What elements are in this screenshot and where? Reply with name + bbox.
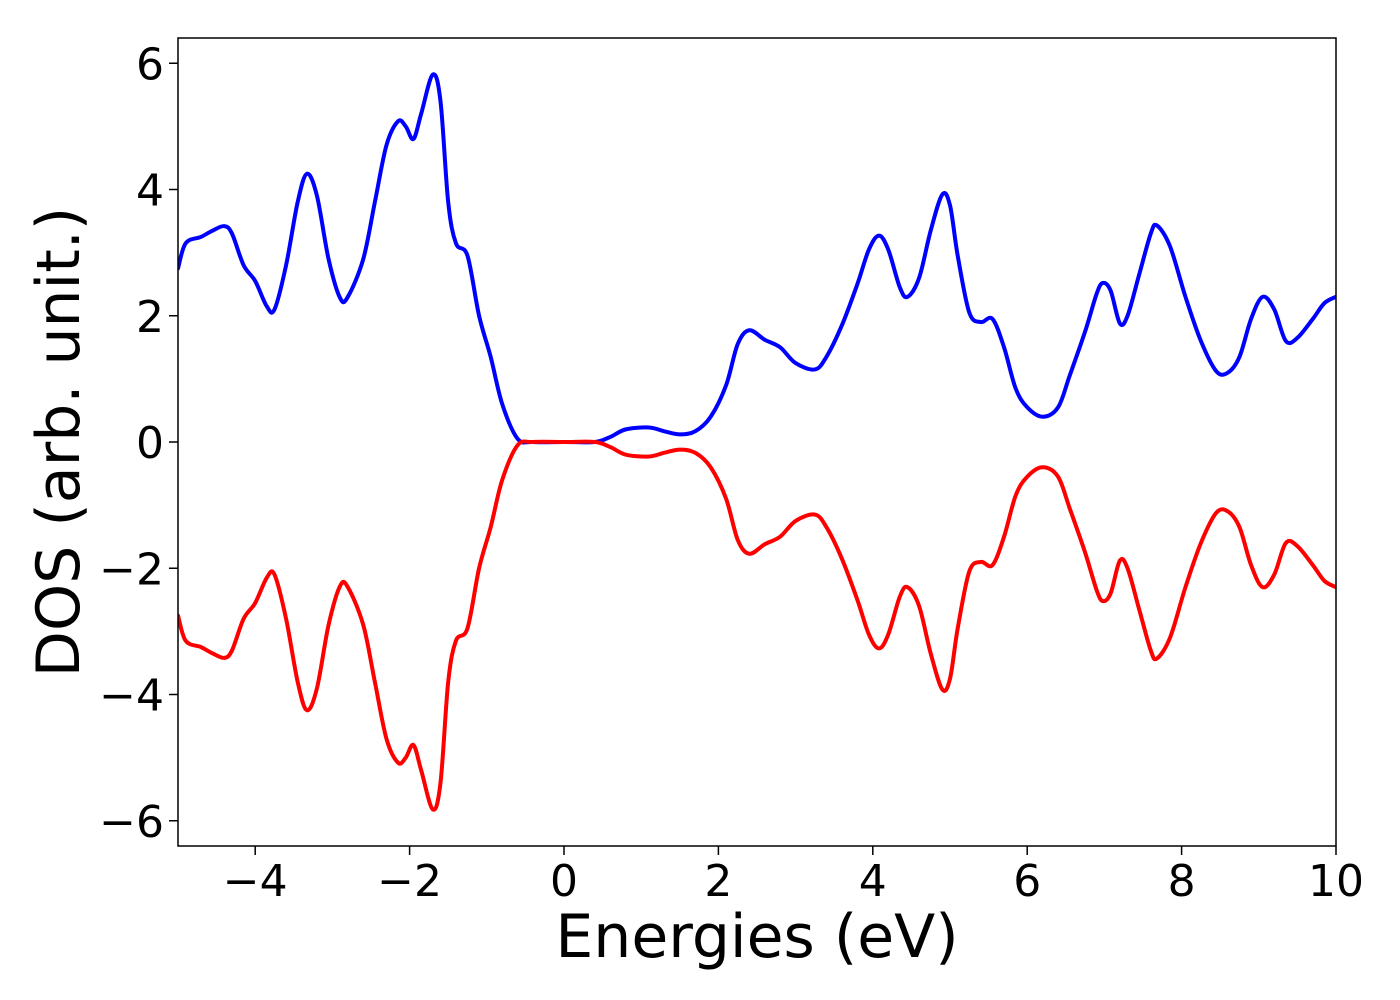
y-axis-ticks: −6 −4 −2 0 2 4 6	[99, 39, 178, 848]
y-tick-label: −2	[99, 544, 164, 595]
y-tick-label: 4	[136, 166, 164, 217]
x-tick-label: 10	[1308, 856, 1364, 907]
x-tick-label: 0	[550, 856, 578, 907]
x-tick-label: 2	[704, 856, 732, 907]
x-tick-label: 6	[1013, 856, 1041, 907]
y-tick-label: −6	[99, 797, 164, 848]
y-tick-label: −4	[99, 671, 164, 722]
x-tick-label: 8	[1168, 856, 1196, 907]
y-tick-label: 2	[136, 292, 164, 343]
series-line-0	[178, 72, 1336, 445]
series-line-1	[178, 439, 1336, 812]
y-axis-label: DOS (arb. unit.)	[24, 207, 94, 677]
y-tick-label: 0	[136, 418, 164, 469]
series-layer	[178, 72, 1336, 812]
x-tick-label: 4	[859, 856, 887, 907]
x-tick-label: −4	[223, 856, 288, 907]
y-tick-label: 6	[136, 39, 164, 90]
x-axis-label: Energies (eV)	[555, 902, 958, 972]
x-tick-label: −2	[377, 856, 442, 907]
x-axis-ticks: −4 −2 0 2 4 6 8 10	[223, 846, 1364, 907]
plot-frame	[177, 37, 1337, 847]
